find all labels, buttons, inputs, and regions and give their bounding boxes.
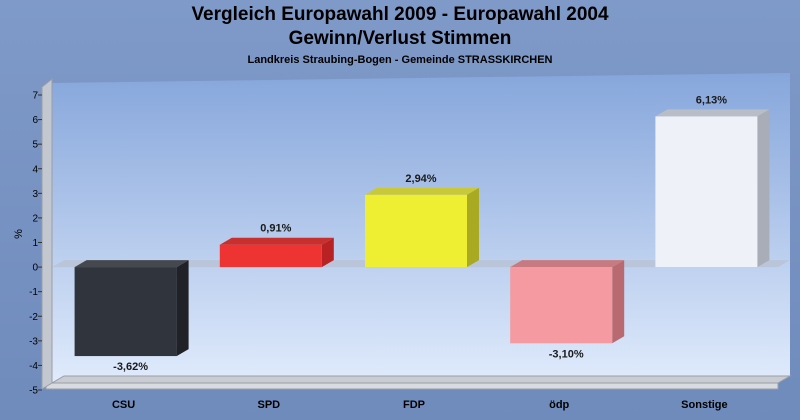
y-tick-label: -4 [29, 361, 38, 372]
chart-title: Vergleich Europawahl 2009 - Europawahl 2… [191, 4, 609, 25]
y-tick-label: 0 [32, 263, 38, 274]
bar-top [219, 237, 334, 245]
y-tick-label: -2 [29, 312, 38, 323]
plot-base [45, 382, 779, 390]
y-tick-label: 3 [32, 189, 38, 200]
y-axis-label: % [13, 229, 25, 239]
x-category-label: ödp [549, 399, 569, 411]
bar-top [74, 260, 189, 268]
chart-title-line2: Gewinn/Verlust Stimmen [288, 28, 512, 49]
y-tick-label: 7 [32, 91, 38, 102]
y-tick-label: 6 [32, 115, 38, 126]
data-label: -3,10% [549, 348, 584, 360]
data-label: 6,13% [696, 94, 727, 106]
x-category-label: Sonstige [681, 399, 727, 411]
bar-fdp[interactable] [365, 194, 467, 268]
data-label: -3,62% [113, 361, 148, 373]
y-tick-label: 2 [32, 213, 38, 224]
x-category-label: SPD [257, 399, 280, 411]
bar-spd[interactable] [219, 244, 322, 268]
bar-sonstige[interactable] [655, 116, 758, 268]
bar-side [612, 260, 625, 344]
bar-top [655, 109, 770, 117]
plot-floor [50, 375, 792, 384]
x-category-label: CSU [112, 399, 135, 411]
data-label: 2,94% [405, 173, 436, 185]
x-category-label: FDP [403, 399, 425, 411]
bar-top [510, 260, 625, 268]
bar-side [467, 187, 479, 268]
bar-csu[interactable] [74, 267, 177, 357]
y-tick-label: 4 [32, 164, 38, 175]
y-tick-label: 1 [32, 238, 38, 249]
chart-subtitle: Landkreis Straubing-Bogen - Gemeinde STR… [247, 54, 553, 66]
y-tick-label: 5 [32, 140, 38, 151]
y-tick-label: -5 [29, 386, 38, 397]
y-tick-label: -3 [29, 336, 38, 347]
bar--dp[interactable] [510, 267, 613, 344]
bar-side [321, 237, 334, 268]
bar-side [757, 109, 770, 268]
data-label: 0,91% [260, 223, 291, 235]
bar-side [176, 260, 189, 357]
bar-top [365, 187, 479, 195]
y-tick-label: -1 [29, 287, 38, 298]
y-axis-wall [41, 77, 53, 390]
